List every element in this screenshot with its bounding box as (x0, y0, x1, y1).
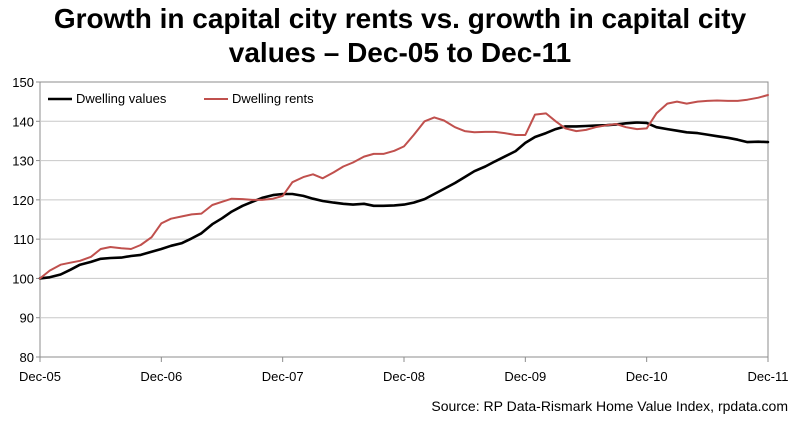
x-tick-label-5: Dec-10 (626, 369, 668, 384)
legend-label-1: Dwelling rents (232, 91, 314, 106)
y-tick-label-140: 140 (12, 114, 34, 129)
y-tick-label-150: 150 (12, 75, 34, 90)
x-tick-label-6: Dec-11 (748, 369, 789, 384)
series-line-dwelling-values (38, 121, 770, 280)
y-tick-label-90: 90 (20, 311, 34, 326)
y-tick-label-110: 110 (13, 232, 34, 247)
x-tick-label-2: Dec-07 (262, 369, 304, 384)
y-tick-label-120: 120 (12, 193, 34, 208)
chart-title-line-2: values – Dec-05 to Dec-11 (228, 37, 572, 68)
y-tick-label-100: 100 (12, 271, 34, 286)
x-tick-label-0: Dec-05 (19, 369, 61, 384)
plot-area (39, 81, 769, 358)
x-tick-label-1: Dec-06 (140, 369, 182, 384)
series-line-dwelling-rents (39, 94, 769, 280)
x-tick-label-3: Dec-08 (383, 369, 425, 384)
x-tick-label-4: Dec-09 (504, 369, 546, 384)
source-note: Source: RP Data-Rismark Home Value Index… (431, 398, 788, 414)
y-tick-label-80: 80 (20, 350, 34, 365)
chart-title: Growth in capital city rents vs. growth … (0, 2, 800, 70)
chart-title-line-1: Growth in capital city rents vs. growth … (53, 3, 747, 34)
legend-label-0: Dwelling values (76, 91, 167, 106)
y-tick-label-130: 130 (12, 154, 34, 169)
